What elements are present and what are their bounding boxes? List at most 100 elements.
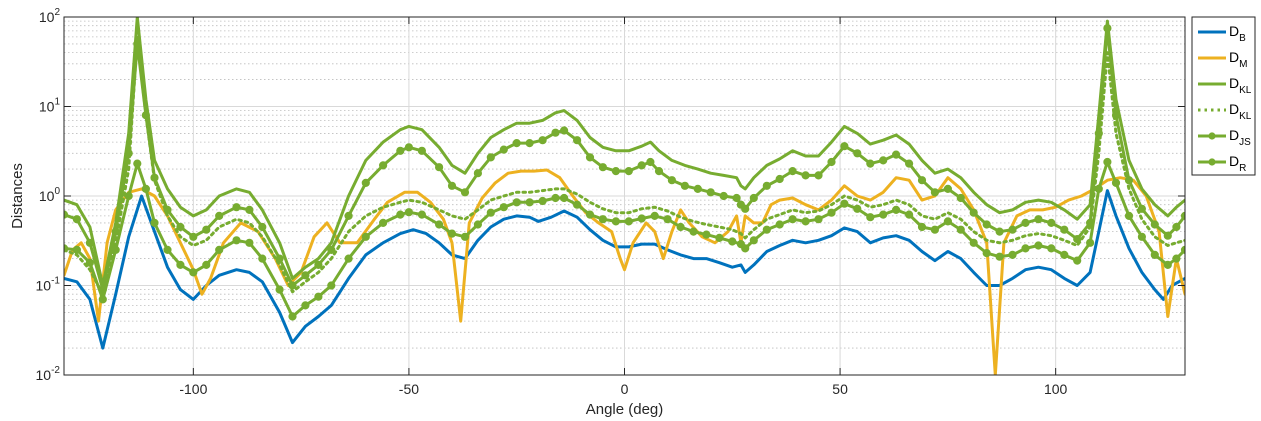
series-marker (215, 211, 224, 220)
series-marker (650, 211, 659, 220)
series-marker (788, 167, 797, 176)
legend-label: DKL (1229, 101, 1252, 122)
series-marker (814, 171, 823, 180)
series-marker (202, 260, 211, 269)
y-axis-ticks: 10-2 10-1 100 101 102 (36, 7, 1185, 383)
series-marker (512, 139, 521, 148)
series-marker (1047, 218, 1056, 227)
series-marker (646, 157, 655, 167)
series-marker (288, 281, 297, 290)
x-tick-label: 0 (621, 381, 629, 397)
legend-label: DKL (1229, 75, 1252, 96)
series-marker (728, 237, 737, 246)
series-marker (404, 208, 413, 217)
series-marker (1124, 211, 1134, 220)
series-marker (801, 171, 810, 180)
series-marker (176, 222, 185, 232)
series-marker (905, 210, 914, 219)
series-line-2 (64, 168, 1185, 375)
series-marker (1163, 231, 1172, 240)
series-marker (245, 205, 254, 214)
series-marker (163, 245, 172, 254)
legend-label: DM (1229, 49, 1247, 70)
legend-box (1191, 16, 1256, 176)
series-marker (301, 271, 310, 280)
series-marker (1180, 211, 1185, 220)
series-marker (202, 225, 211, 234)
series-marker (189, 268, 198, 277)
series-line-1 (64, 189, 1185, 350)
series-marker (133, 39, 142, 49)
series-marker (1172, 222, 1181, 232)
series-marker (762, 181, 771, 190)
series-marker (1034, 241, 1043, 250)
series-marker (1180, 245, 1185, 254)
series-marker (715, 233, 724, 242)
series-marker (486, 208, 495, 217)
legend-label: DJS (1229, 127, 1251, 148)
series-marker (680, 181, 690, 190)
series-marker (72, 245, 82, 254)
series-marker (85, 258, 95, 267)
series-marker (741, 244, 750, 253)
series-marker (879, 156, 888, 165)
series-marker (1094, 129, 1103, 138)
series-marker (361, 232, 370, 241)
series-marker (969, 208, 978, 217)
series-marker (663, 215, 672, 224)
series-marker (435, 163, 444, 172)
series-marker (1086, 238, 1095, 247)
series-marker (654, 167, 664, 176)
series-marker (706, 188, 715, 197)
series-marker (344, 254, 353, 263)
series-marker (435, 220, 444, 229)
series-marker (314, 260, 323, 269)
series-marker (124, 191, 133, 201)
series-marker (499, 203, 508, 212)
series-marker (676, 222, 685, 232)
series-marker (150, 173, 159, 182)
series-marker (879, 210, 888, 219)
series-marker (275, 254, 284, 263)
series-marker (930, 225, 940, 234)
series-marker (344, 211, 353, 220)
series-marker (1150, 220, 1159, 229)
series-marker (943, 217, 953, 226)
series-marker (637, 214, 646, 223)
series-marker (573, 136, 582, 145)
legend-label: DB (1229, 23, 1246, 44)
series-marker (930, 188, 940, 197)
series-layer (64, 17, 1185, 375)
series-marker (689, 227, 698, 236)
series-marker (189, 232, 198, 241)
series-marker (163, 205, 172, 214)
series-marker (598, 163, 608, 172)
series-marker (995, 227, 1004, 236)
y-tick-label: 10-2 (36, 365, 61, 383)
series-marker (702, 230, 711, 239)
series-marker (693, 184, 702, 193)
series-marker (232, 203, 241, 212)
series-marker (982, 249, 991, 258)
series-marker (1073, 235, 1082, 244)
series-marker (892, 150, 901, 159)
x-axis-label: Angle (deg) (586, 401, 664, 418)
series-marker (551, 128, 560, 137)
series-marker (327, 281, 336, 290)
series-marker (866, 159, 875, 168)
series-marker (598, 215, 608, 224)
series-marker (486, 153, 495, 162)
series-marker (525, 198, 534, 207)
series-marker (499, 145, 508, 154)
series-marker (473, 220, 482, 229)
series-marker (417, 146, 426, 155)
series-marker (1163, 260, 1172, 269)
legend-label: DR (1229, 153, 1246, 174)
series-marker (624, 217, 633, 226)
series-marker (512, 198, 521, 207)
series-marker (327, 245, 336, 254)
series-marker (560, 126, 569, 135)
series-marker (111, 245, 120, 254)
series-marker (258, 222, 267, 232)
